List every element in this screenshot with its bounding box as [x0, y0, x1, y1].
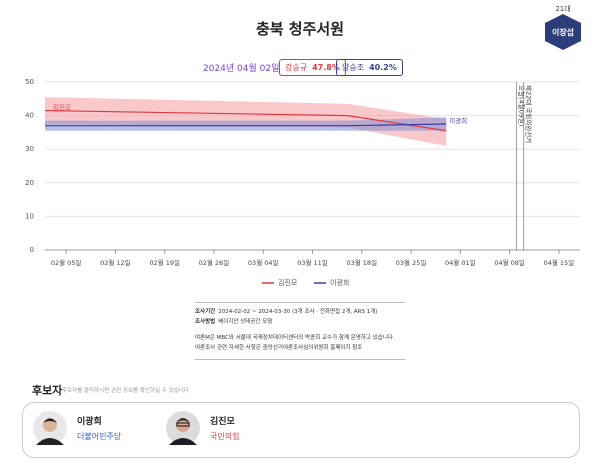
poll-value: 40.2%	[369, 63, 397, 72]
section-title: 후보자	[32, 384, 63, 397]
x-tick-label: 04월 15일	[544, 258, 575, 267]
x-tick-label: 02월 12일	[100, 258, 131, 267]
x-tick-label: 04월 01일	[445, 258, 476, 267]
series-end-label: 김진모	[53, 103, 71, 112]
event-label: 제22대 국회의원선거	[525, 85, 534, 143]
x-tick-label: 04월 08일	[494, 258, 525, 267]
poll-date: 2024년 04월 02일	[203, 64, 280, 74]
candidate-party: 더불어민주당	[77, 432, 122, 441]
event-label: 오늘(4월09일)	[518, 85, 527, 126]
legend-label: 이광희	[330, 278, 349, 287]
page-title: 충북 청주서원	[255, 20, 345, 38]
y-tick-label: 40	[25, 112, 34, 120]
notes: 조사기간 2024-02-02 ~ 2024-03-30 (3개 조사 · 전화면…	[195, 302, 405, 360]
poll-value: 47.8%	[312, 63, 340, 72]
x-tick-label: 03월 11일	[297, 258, 328, 267]
series-line	[45, 123, 447, 127]
poll-box: 양승조 40.2%	[336, 59, 403, 76]
candidate-party: 국민의힘	[210, 432, 240, 441]
chart: 0 10 20 30 40 50 02월 05일 02월 12일 02월 19일 02월 26일 0…	[25, 78, 580, 287]
legend-label: 김진모	[278, 278, 298, 287]
candidate-photo	[33, 411, 67, 445]
note-text: 2024-02-02 ~ 2024-03-30 (3개 조사 · 전화면접 2개…	[218, 309, 378, 315]
candidate-photo	[166, 411, 200, 445]
confidence-band	[45, 117, 447, 131]
y-tick-label: 20	[25, 179, 34, 187]
poll-box: 강승규 47.8%	[279, 59, 346, 76]
poll-name: 양승조	[342, 63, 365, 72]
y-tick-label: 50	[25, 78, 34, 86]
poll-name: 강승규	[285, 63, 308, 72]
legend: 김진모 이광희	[262, 278, 349, 287]
y-tick-label: 30	[25, 145, 34, 153]
x-tick-label: 03월 04일	[248, 258, 279, 267]
series-end-label: 이광희	[449, 116, 467, 125]
note-text: 여론M은 MBC와 서울대 국제정치데이터센터의 박종희 교수가 함께 운영하고…	[195, 335, 395, 341]
candidate-name: 이광희	[77, 417, 102, 427]
x-tick-label: 02월 19일	[149, 258, 180, 267]
x-tick-label: 02월 05일	[51, 258, 82, 267]
y-tick-label: 0	[30, 246, 34, 254]
y-tick-label: 10	[25, 212, 34, 220]
note-text: 여론조사 관련 자세한 사항은 중앙선거여론조사심의위원회 홈페이지 참조	[195, 345, 363, 351]
incumbent-badge: 이장섭	[545, 14, 581, 50]
x-tick-label: 03월 18일	[346, 258, 377, 267]
candidate-name: 김진모	[210, 417, 235, 427]
x-tick-label: 03월 25일	[396, 258, 427, 267]
note-label: 조사방법	[195, 319, 216, 325]
series-line	[44, 109, 447, 132]
note-text: 베이지안 상태공간 모형	[218, 319, 273, 325]
term-label: 21대	[555, 5, 571, 13]
note-row: 조사방법 베이지안 상태공간 모형	[195, 317, 405, 327]
x-tick-label: 02월 26일	[199, 258, 230, 267]
section-hint: 후보자를 클릭하시면 관련 정보를 확인하실 수 있습니다	[62, 388, 189, 394]
note-row: 조사기간 2024-02-02 ~ 2024-03-30 (3개 조사 · 전화면…	[195, 307, 405, 317]
note-label: 조사기간	[195, 309, 216, 315]
incumbent-name: 이장섭	[551, 27, 575, 37]
